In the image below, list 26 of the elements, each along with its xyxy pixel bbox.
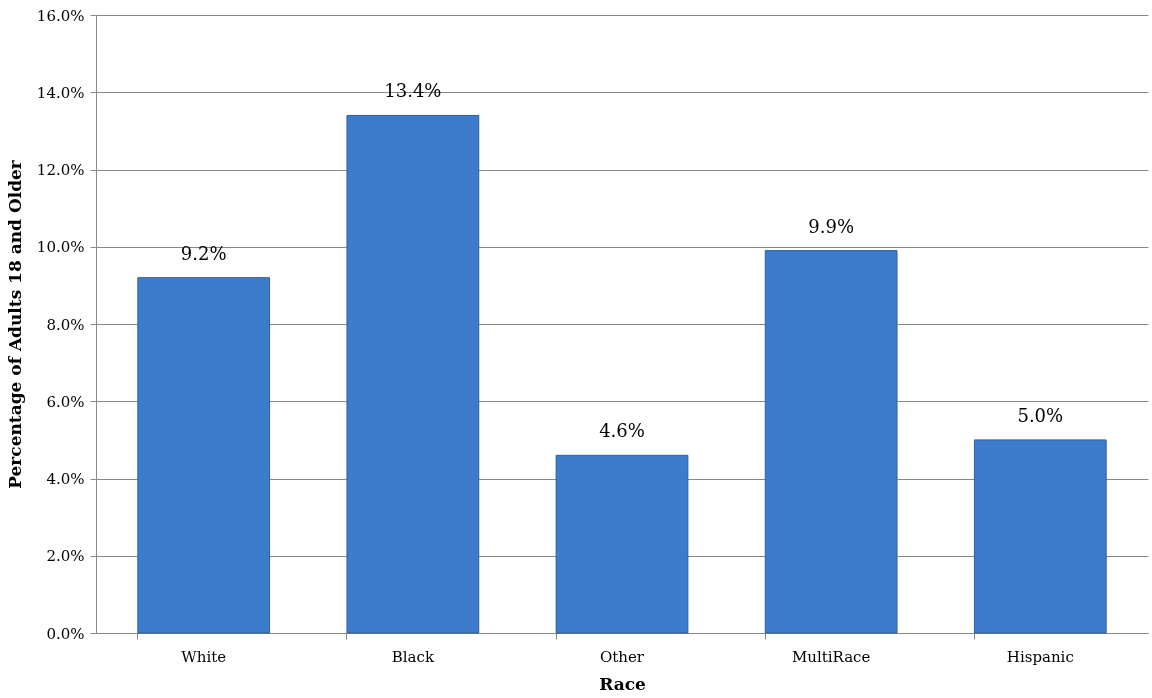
x-tick-label: MultiRace	[791, 647, 871, 666]
y-tick-label: 12.0%	[36, 161, 85, 179]
x-tick-label: White	[181, 647, 227, 666]
y-axis-title: Percentage of Adults 18 and Older	[4, 159, 25, 489]
bar	[555, 454, 689, 634]
bar	[973, 439, 1107, 634]
x-tick-label: Black	[391, 647, 435, 666]
y-tick-label: 2.0%	[46, 547, 85, 566]
bar	[137, 277, 271, 634]
y-tick-label: 14.0%	[36, 83, 85, 102]
data-label: 9.9%	[808, 215, 855, 237]
y-tick-label: 8.0%	[46, 315, 85, 334]
y-tick-label: 0.0%	[46, 624, 85, 643]
data-label: 13.4%	[384, 80, 442, 102]
data-label: 4.6%	[599, 420, 645, 442]
bar	[764, 250, 898, 634]
x-axis-title: Race	[599, 673, 647, 694]
y-tick-label: 16.0%	[36, 6, 85, 25]
x-tick-label: Hispanic	[1006, 647, 1074, 666]
y-tick-label: 6.0%	[46, 392, 85, 411]
y-tick-label: 10.0%	[36, 238, 85, 257]
data-label: 5.0%	[1017, 404, 1064, 426]
x-tick-label: Other	[599, 647, 645, 666]
bar	[346, 114, 480, 634]
data-label: 9.2%	[180, 242, 227, 264]
y-tick-label: 4.0%	[46, 470, 85, 488]
